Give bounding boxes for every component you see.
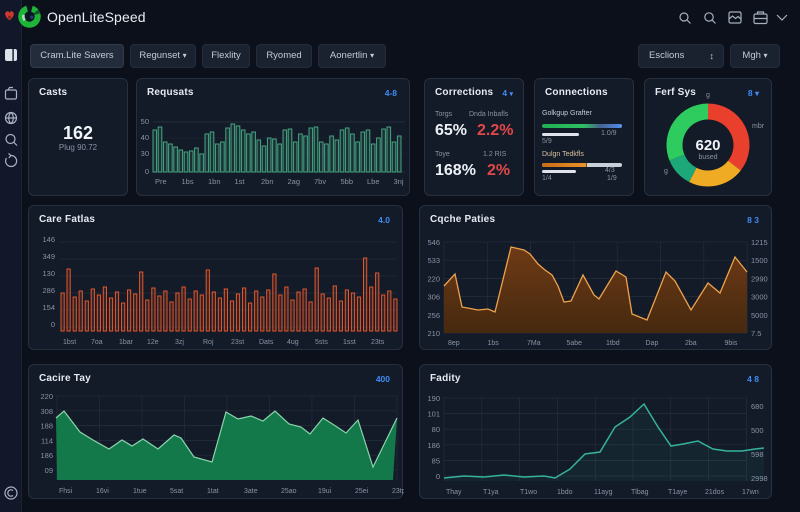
svg-text:2990: 2990 xyxy=(751,274,768,283)
svg-text:1tue: 1tue xyxy=(133,488,147,495)
svg-text:T1ya: T1ya xyxy=(483,489,499,496)
svg-text:40: 40 xyxy=(141,133,149,142)
svg-text:5sts: 5sts xyxy=(315,339,328,346)
svg-text:2998: 2998 xyxy=(751,474,768,483)
svg-text:308: 308 xyxy=(40,407,53,416)
svg-text:210: 210 xyxy=(427,329,440,338)
svg-text:500: 500 xyxy=(751,426,764,435)
svg-text:50: 50 xyxy=(141,117,149,126)
svg-text:349: 349 xyxy=(42,252,55,261)
svg-text:2ag: 2ag xyxy=(288,177,301,186)
svg-text:1bs: 1bs xyxy=(488,340,500,347)
svg-text:306: 306 xyxy=(427,293,440,302)
svg-text:Tlbag: Tlbag xyxy=(631,489,649,496)
svg-text:g: g xyxy=(664,168,668,175)
svg-text:g: g xyxy=(706,92,710,99)
svg-text:114: 114 xyxy=(41,436,53,445)
svg-text:09: 09 xyxy=(45,466,53,475)
svg-text:7Ma: 7Ma xyxy=(527,340,541,347)
svg-text:598: 598 xyxy=(751,450,764,459)
svg-text:Roj: Roj xyxy=(203,339,214,346)
svg-text:85: 85 xyxy=(432,456,440,465)
svg-text:25ao: 25ao xyxy=(281,488,297,495)
svg-text:186: 186 xyxy=(427,441,440,450)
svg-text:1tbd: 1tbd xyxy=(606,340,620,347)
svg-text:30: 30 xyxy=(141,149,149,158)
svg-text:5sat: 5sat xyxy=(170,488,183,495)
svg-text:Dats: Dats xyxy=(259,339,274,346)
svg-text:546: 546 xyxy=(427,238,440,247)
svg-text:286: 286 xyxy=(42,286,55,295)
svg-text:1bst: 1bst xyxy=(63,339,76,346)
svg-text:0: 0 xyxy=(145,167,149,176)
svg-text:7oa: 7oa xyxy=(91,339,103,346)
svg-text:5abe: 5abe xyxy=(567,340,583,347)
svg-text:1bar: 1bar xyxy=(119,339,134,346)
svg-text:188: 188 xyxy=(40,422,53,431)
svg-text:0: 0 xyxy=(51,320,55,329)
svg-text:3zj: 3zj xyxy=(175,339,184,346)
svg-text:19ui: 19ui xyxy=(318,488,332,495)
svg-text:Pre: Pre xyxy=(155,177,167,186)
svg-text:5bb: 5bb xyxy=(341,177,354,186)
svg-text:11ayg: 11ayg xyxy=(594,489,613,496)
svg-text:Thay: Thay xyxy=(446,489,462,496)
svg-text:Lbe: Lbe xyxy=(367,177,380,186)
svg-text:1bdo: 1bdo xyxy=(557,489,573,496)
svg-text:186: 186 xyxy=(40,451,53,460)
svg-text:3ate: 3ate xyxy=(244,488,258,495)
svg-text:3000: 3000 xyxy=(751,293,768,302)
svg-text:T1wo: T1wo xyxy=(520,489,537,496)
svg-text:256: 256 xyxy=(427,311,440,320)
svg-text:7bv: 7bv xyxy=(314,177,326,186)
svg-text:17wn: 17wn xyxy=(742,489,759,496)
svg-text:220: 220 xyxy=(427,274,440,283)
svg-text:2bn: 2bn xyxy=(261,177,274,186)
svg-text:533: 533 xyxy=(427,256,440,265)
svg-text:T1aye: T1aye xyxy=(668,489,688,496)
svg-text:5000: 5000 xyxy=(751,311,768,320)
svg-text:23st: 23st xyxy=(231,339,244,346)
svg-text:23tp: 23tp xyxy=(392,488,404,495)
svg-text:680: 680 xyxy=(751,402,764,411)
svg-text:130: 130 xyxy=(42,269,55,278)
svg-text:8ep: 8ep xyxy=(448,340,460,347)
svg-text:1tat: 1tat xyxy=(207,488,219,495)
svg-text:146: 146 xyxy=(42,235,55,244)
svg-text:1bn: 1bn xyxy=(208,177,221,186)
svg-text:1500: 1500 xyxy=(751,256,768,265)
svg-text:16vi: 16vi xyxy=(96,488,109,495)
svg-text:25ei: 25ei xyxy=(355,488,369,495)
svg-text:80: 80 xyxy=(432,425,440,434)
svg-text:Dap: Dap xyxy=(646,340,659,347)
svg-text:9bis: 9bis xyxy=(725,340,738,347)
svg-text:1sst: 1sst xyxy=(343,339,356,346)
svg-text:220: 220 xyxy=(40,392,53,401)
svg-text:4ug: 4ug xyxy=(287,339,299,346)
svg-text:154: 154 xyxy=(42,303,55,312)
svg-text:1bs: 1bs xyxy=(182,177,194,186)
svg-text:bused: bused xyxy=(698,154,717,161)
svg-text:101: 101 xyxy=(427,410,440,419)
svg-text:mbr: mbr xyxy=(752,123,765,130)
svg-text:1215: 1215 xyxy=(751,238,768,247)
svg-text:1st: 1st xyxy=(235,177,246,186)
svg-text:21dos: 21dos xyxy=(705,489,725,496)
svg-text:23ts: 23ts xyxy=(371,339,385,346)
svg-text:7.5: 7.5 xyxy=(751,329,761,338)
svg-text:3nj: 3nj xyxy=(394,177,404,186)
svg-text:Fhsi: Fhsi xyxy=(59,488,73,495)
svg-text:620: 620 xyxy=(695,137,720,154)
svg-text:0: 0 xyxy=(436,472,440,481)
svg-text:2ba: 2ba xyxy=(685,340,697,347)
svg-text:190: 190 xyxy=(427,394,440,403)
svg-text:12e: 12e xyxy=(147,339,159,346)
